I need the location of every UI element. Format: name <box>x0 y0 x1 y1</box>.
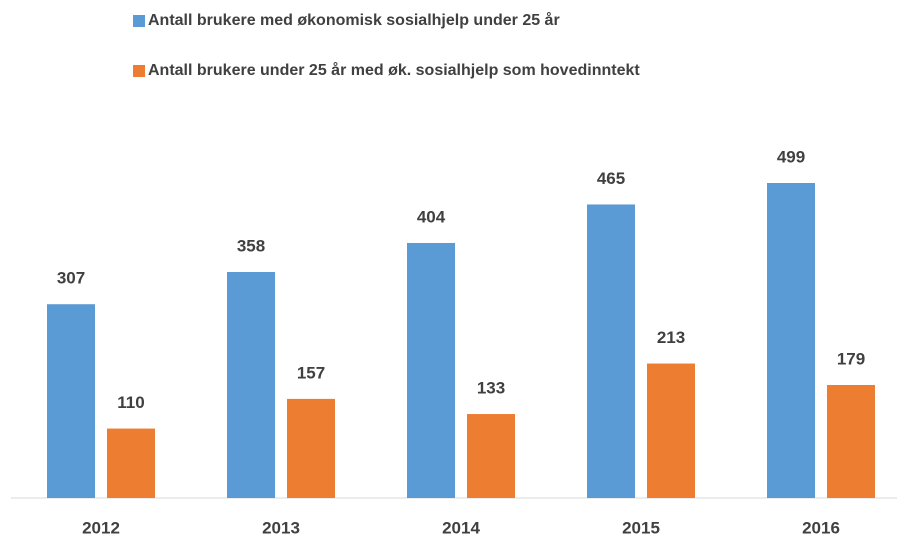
data-label: 358 <box>237 236 265 255</box>
legend-swatch <box>133 65 145 77</box>
bar <box>407 242 455 498</box>
data-label: 213 <box>657 328 685 347</box>
legend-swatch <box>133 15 145 27</box>
data-label: 157 <box>297 363 325 382</box>
data-label: 404 <box>417 207 446 226</box>
bar <box>647 363 695 498</box>
bar <box>107 428 155 498</box>
bar <box>227 272 275 498</box>
legend-label: Antall brukere under 25 år med øk. sosia… <box>148 61 640 79</box>
bar <box>287 398 335 498</box>
x-tick-label: 2013 <box>262 518 300 537</box>
bar <box>467 414 515 498</box>
x-tick-label: 2014 <box>442 518 480 537</box>
bar <box>827 385 875 498</box>
x-tick-label: 2015 <box>622 518 660 537</box>
data-label: 465 <box>597 169 625 188</box>
data-label: 179 <box>837 349 865 368</box>
bar <box>587 204 635 498</box>
data-label: 133 <box>477 379 505 398</box>
legend-label: Antall brukere med økonomisk sosialhjelp… <box>148 11 560 29</box>
bar <box>767 183 815 498</box>
data-label: 307 <box>57 269 85 288</box>
data-label: 499 <box>777 147 805 166</box>
bar <box>47 304 95 498</box>
data-label: 110 <box>117 393 144 412</box>
x-tick-label: 2012 <box>82 518 120 537</box>
x-tick-label: 2016 <box>802 518 840 537</box>
